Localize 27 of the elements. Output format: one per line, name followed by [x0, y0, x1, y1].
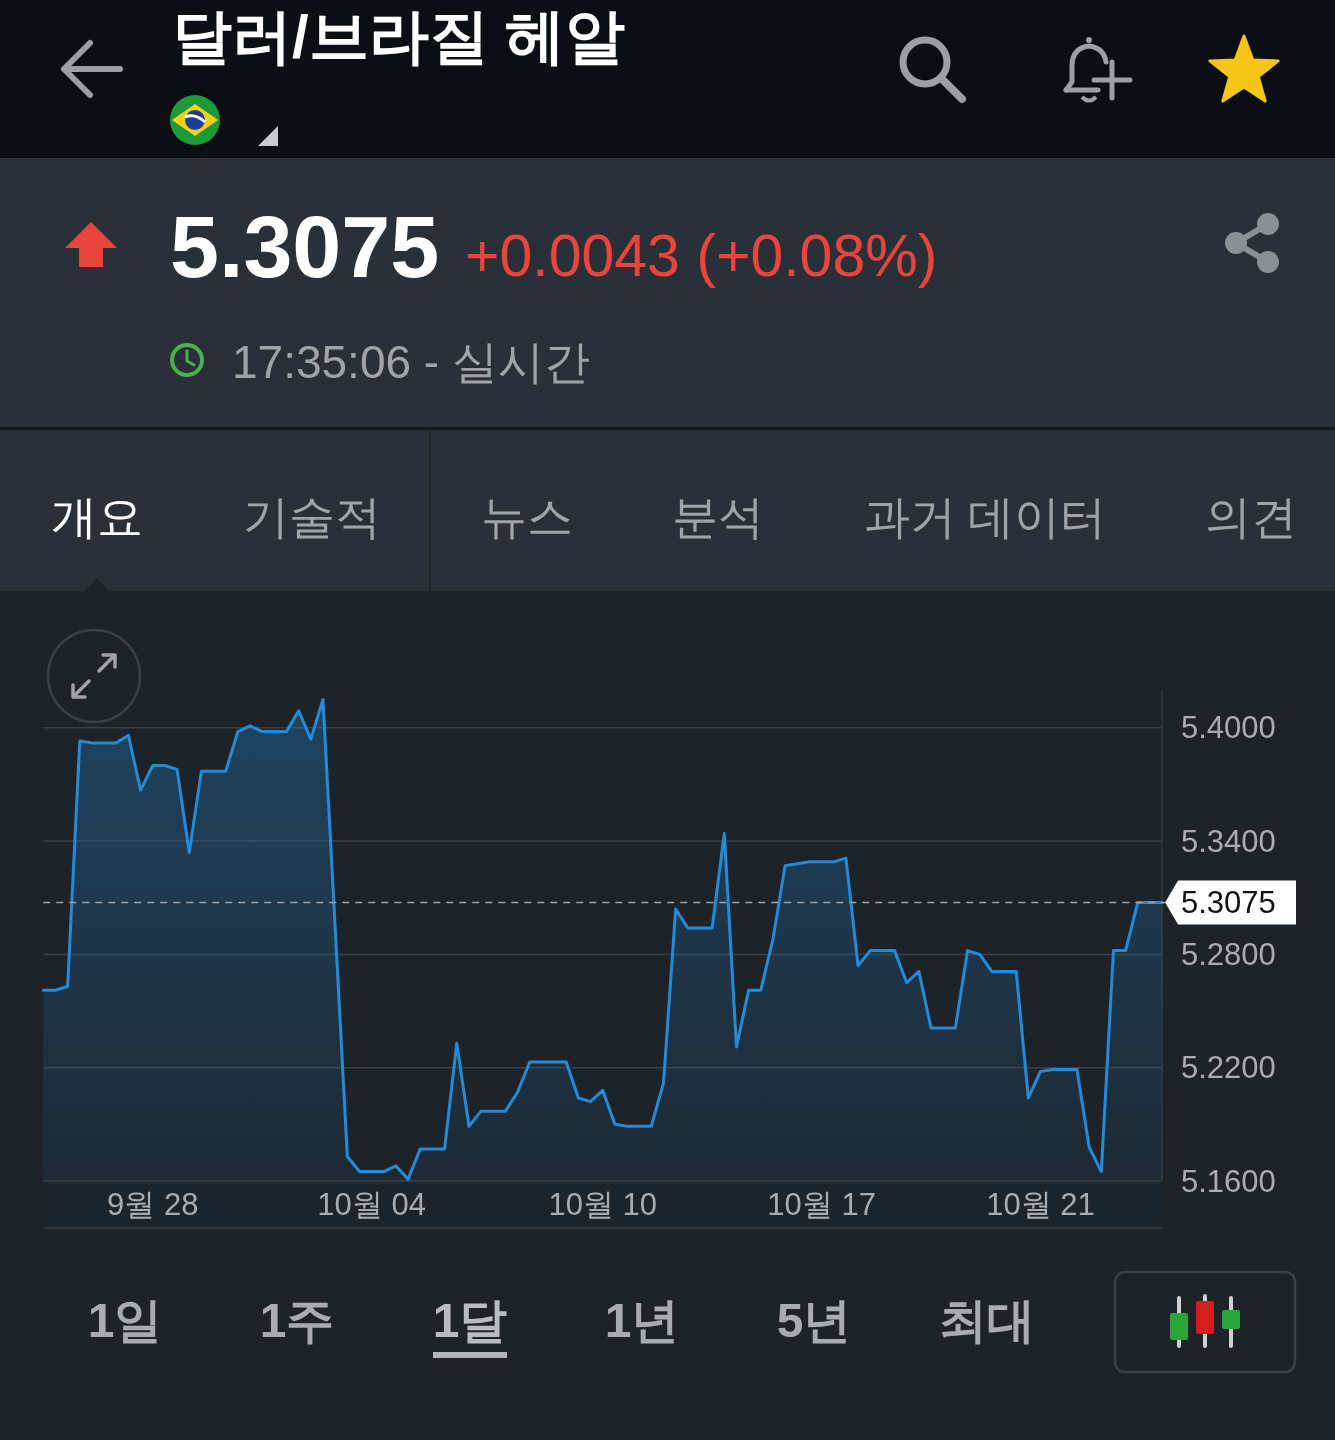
text: 분석 [672, 491, 764, 543]
y-tick-label: 5.1600 [1181, 1163, 1276, 1199]
x-tick-label: 10월 21 [986, 1186, 1095, 1222]
chart-title: 달러/브라질 헤알 [172, 2, 626, 70]
text: 17:35:06 - 실시간 [232, 336, 590, 388]
y-tick-label: 5.4000 [1181, 710, 1276, 746]
text: 과거 데이터 [863, 491, 1107, 543]
text: 개요 [51, 491, 143, 543]
text: 뉴스 [481, 491, 573, 543]
ref-line-label: 5.3075 [1181, 884, 1276, 920]
text: 기술적 [243, 491, 381, 543]
text: 최대 [939, 1293, 1035, 1347]
text: 1주 [259, 1293, 335, 1347]
y-tick-label: 5.3400 [1181, 823, 1276, 859]
text: 1년 [604, 1293, 680, 1347]
y-tick-label: 5.2800 [1181, 936, 1276, 972]
text: 의견 [1205, 491, 1297, 543]
text: +0.0043 (+0.08%) [465, 223, 938, 289]
x-tick-label: 10월 04 [317, 1186, 426, 1222]
y-tick-label: 5.2200 [1181, 1050, 1276, 1086]
text: 5년 [776, 1293, 852, 1347]
text: 1달 [432, 1293, 508, 1347]
text: 1일 [87, 1293, 163, 1347]
x-tick-label: 9월 28 [107, 1186, 199, 1222]
x-tick-label: 10월 17 [767, 1186, 876, 1222]
x-tick-label: 10월 10 [548, 1186, 657, 1222]
text: 5.3075 [170, 196, 440, 296]
